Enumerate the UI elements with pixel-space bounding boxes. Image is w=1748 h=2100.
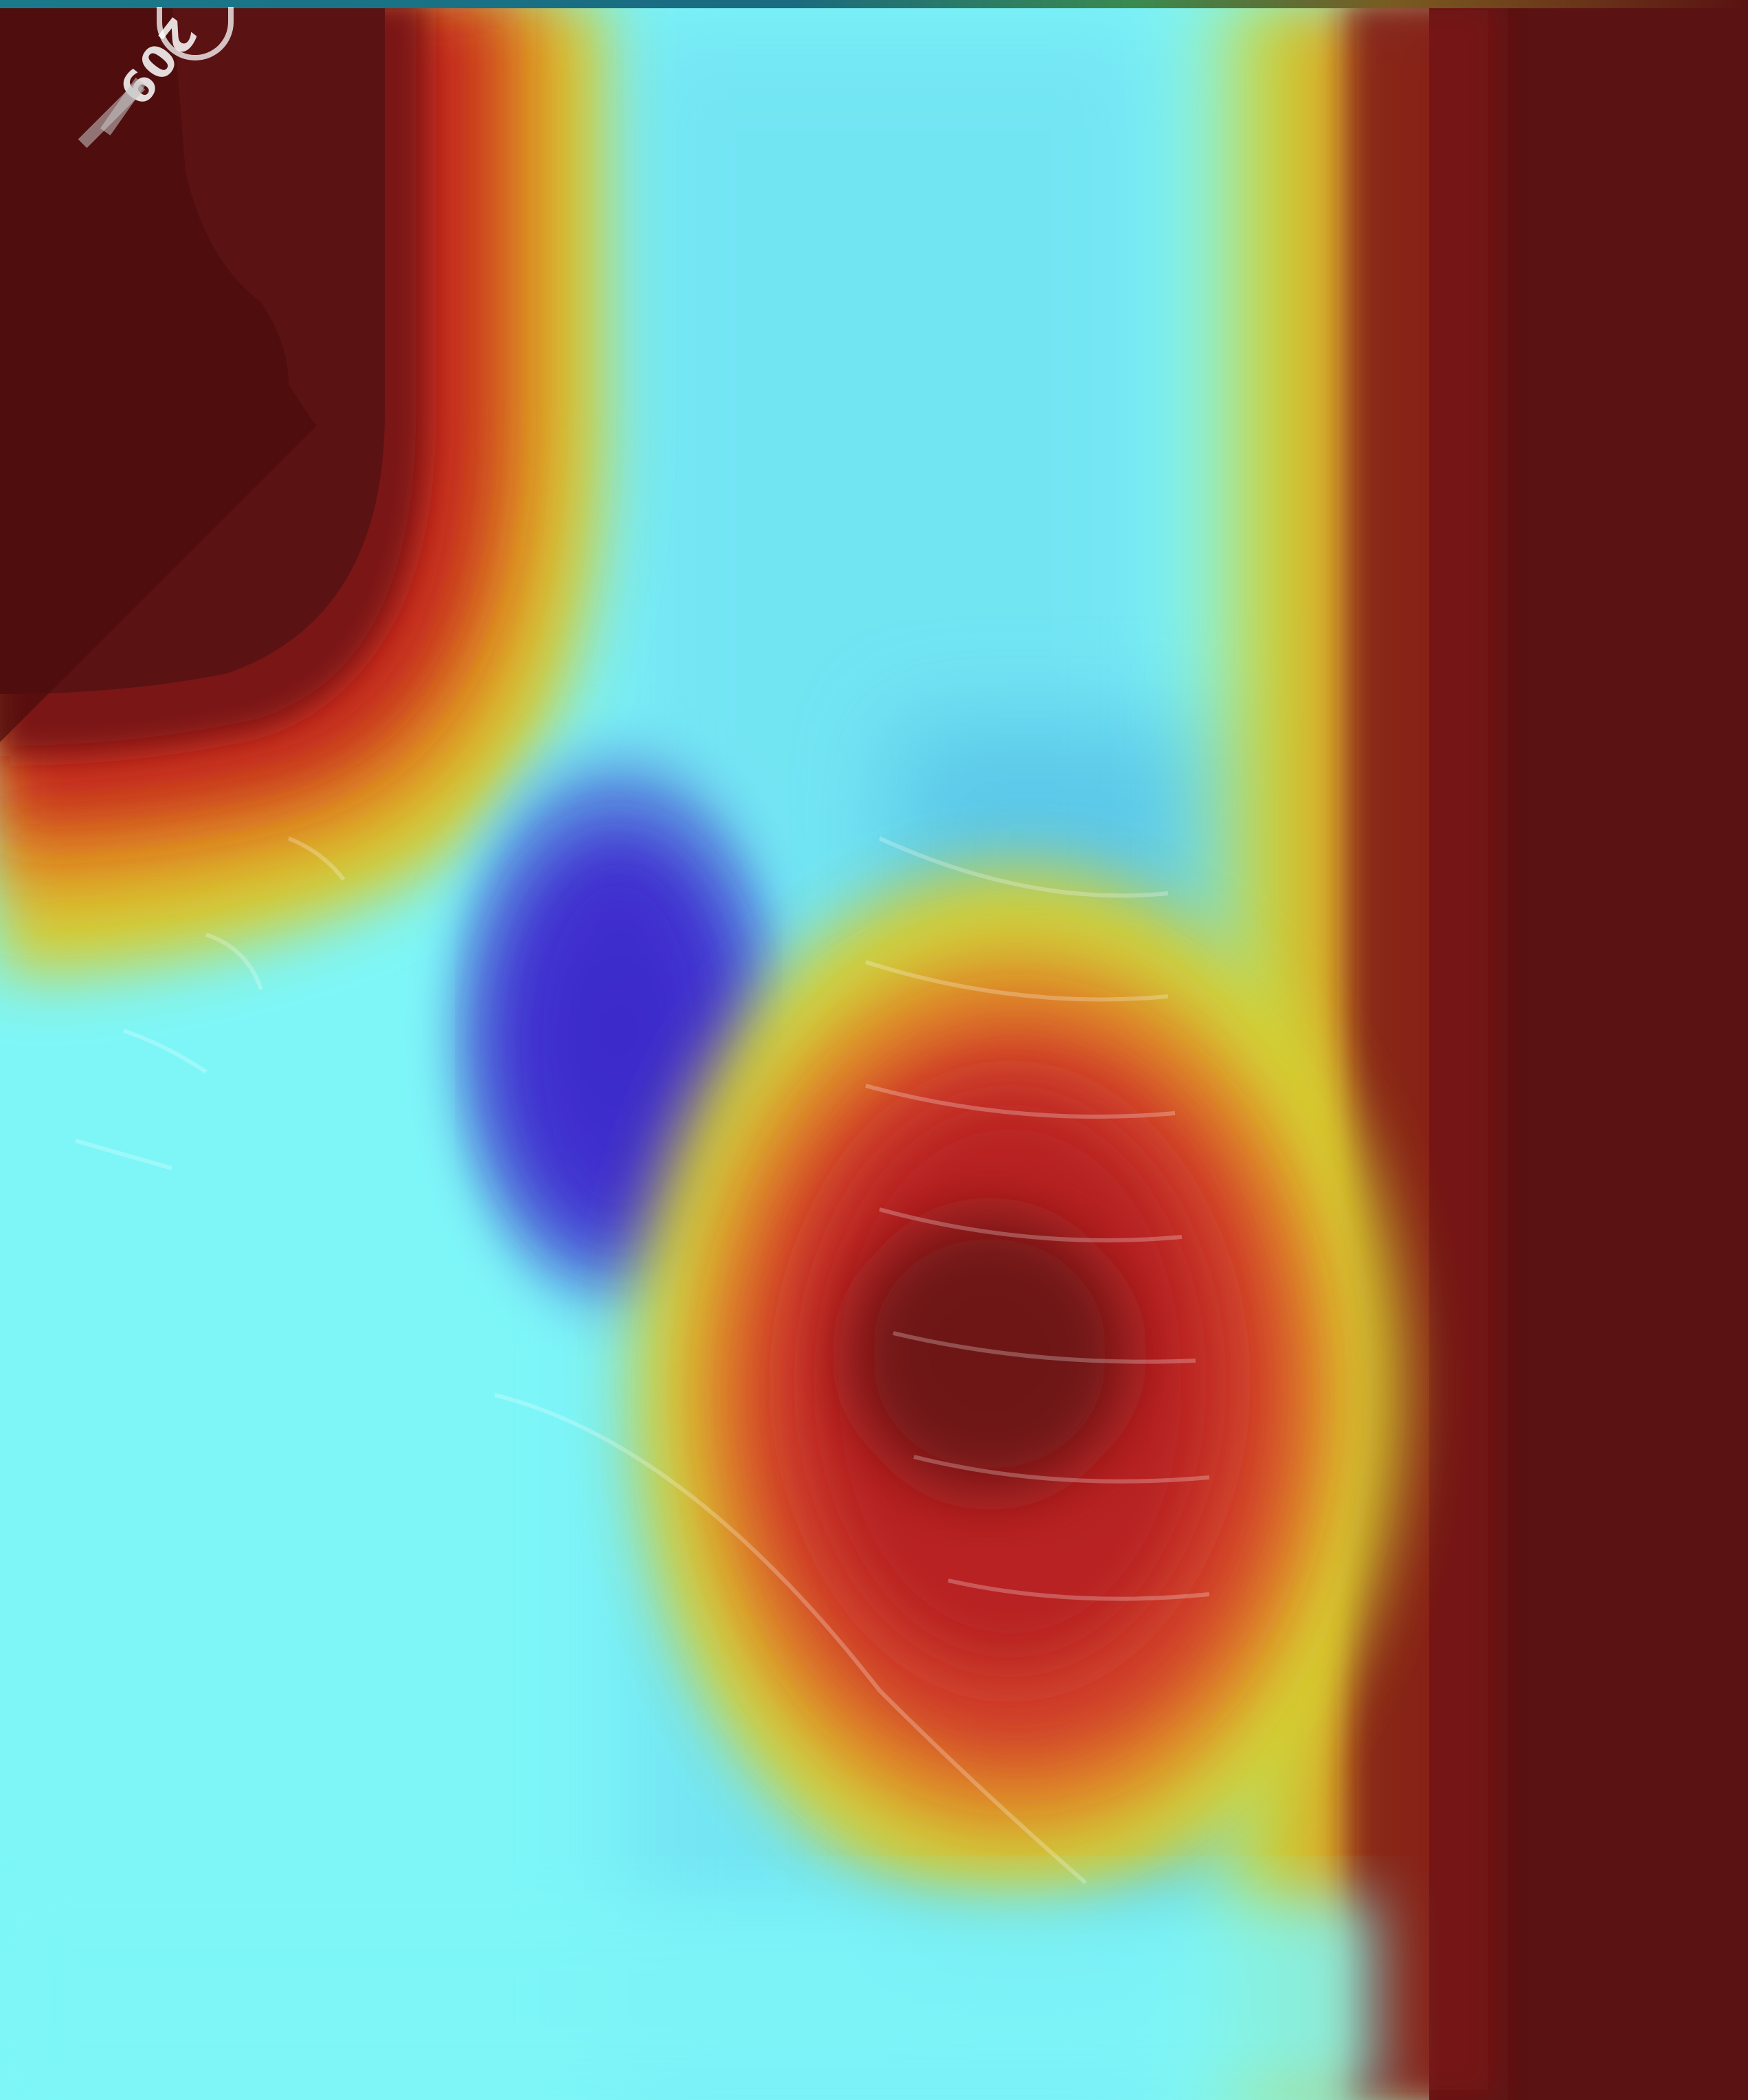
top-edge-strip: [0, 0, 1748, 8]
marker-ring-icon: [157, 7, 234, 60]
marker-letter-l-icon: [62, 69, 165, 172]
film-marker: 209: [27, 7, 234, 192]
